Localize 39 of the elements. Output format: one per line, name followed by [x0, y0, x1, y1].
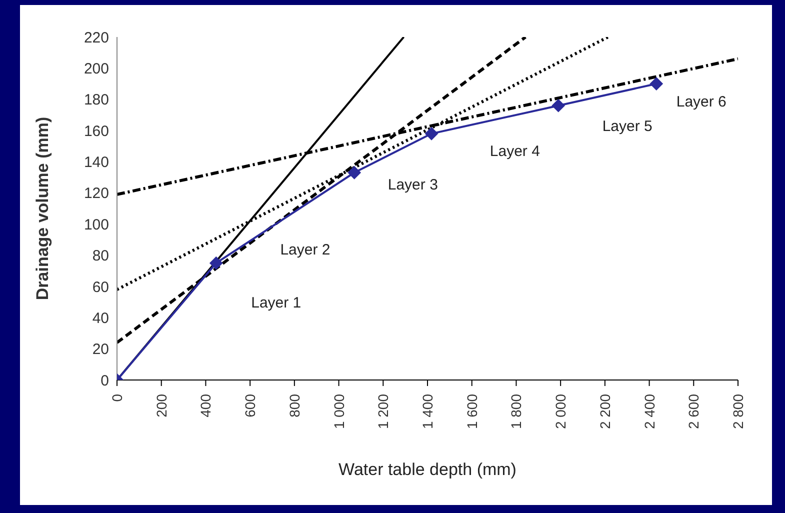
y-tick-label: 20	[92, 341, 109, 358]
x-tick-label: 400	[198, 394, 214, 418]
y-tick-label: 160	[84, 122, 109, 140]
y-tick-label: 220	[84, 29, 109, 46]
x-tick-label: 800	[286, 394, 302, 418]
point	[424, 127, 438, 140]
y-tick-label: 60	[92, 278, 109, 296]
y-tick-label: 180	[84, 92, 109, 109]
x-tick-label: 1 600	[464, 394, 480, 430]
y-tick-label: 0	[100, 372, 109, 390]
y-tick-label: 80	[92, 248, 109, 265]
x-tick-label: 2 800	[730, 394, 746, 430]
annotation: Layer 6	[676, 93, 726, 110]
x-tick-label: 0	[109, 394, 125, 402]
y-tick-label: 200	[84, 60, 109, 78]
x-tick-label: 1 800	[508, 394, 524, 430]
x-tick-label: 2 000	[552, 394, 569, 430]
x-tick-label: 1 200	[375, 394, 392, 430]
annotation: Layer 2	[280, 241, 330, 258]
y-tick-label: 40	[92, 310, 109, 327]
annotation: Layer 5	[602, 118, 652, 136]
annotation: Layer 3	[388, 176, 438, 194]
x-tick-label: 2 200	[596, 394, 613, 430]
x-tick-label: 1 000	[330, 394, 347, 430]
point	[552, 99, 565, 112]
x-tick-label: 200	[153, 394, 170, 418]
point	[650, 77, 663, 90]
y-axis-title: Drainage volume (mm)	[33, 116, 52, 300]
x-axis-title: Water table depth (mm)	[338, 460, 516, 479]
x-tick-label: 1 400	[420, 394, 436, 430]
point	[348, 166, 361, 180]
annotation: Layer 4	[490, 143, 540, 160]
annotation: Layer 1	[251, 294, 302, 312]
x-tick-label: 600	[242, 394, 258, 418]
x-tick-label: 2 600	[686, 394, 702, 430]
x-tick-label: 2 400	[641, 394, 658, 430]
y-tick-label: 120	[84, 185, 109, 202]
y-tick-label: 140	[84, 154, 109, 172]
y-tick-label: 100	[84, 216, 109, 234]
